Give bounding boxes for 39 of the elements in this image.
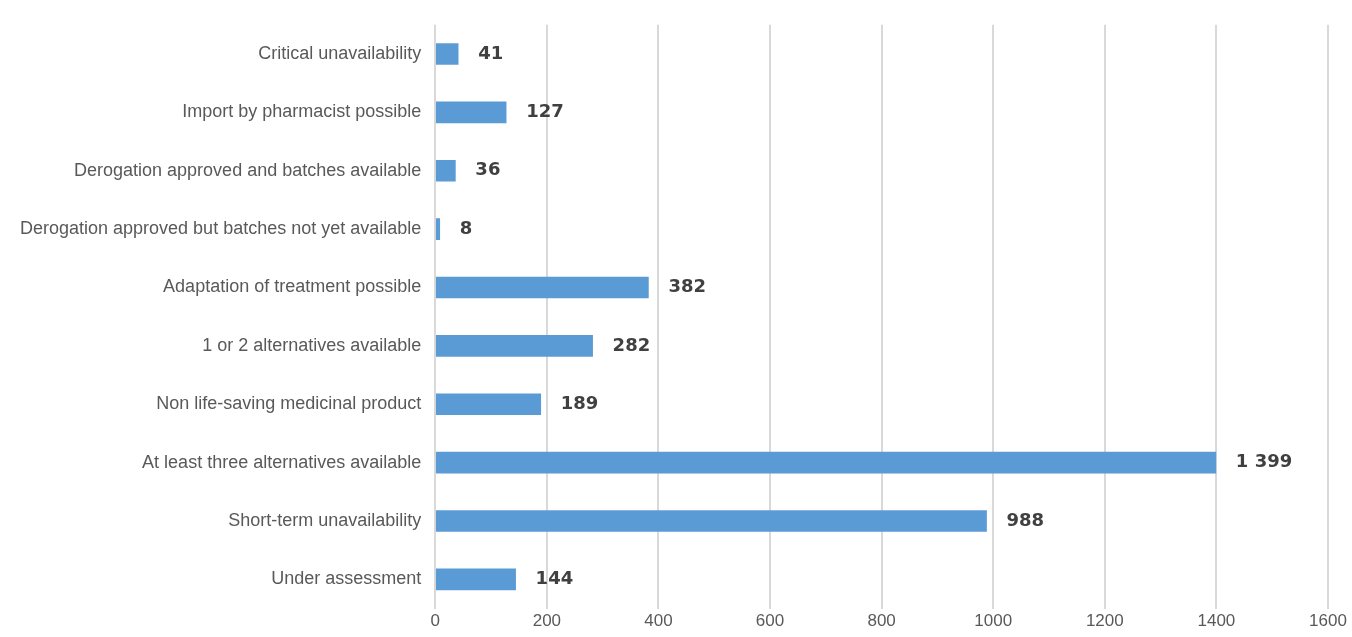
y-tick-label: Adaptation of treatment possible [163, 276, 422, 297]
bar [435, 43, 459, 65]
bar [435, 451, 1217, 474]
x-tick-label: 1000 [974, 611, 1013, 631]
y-tick-label: Short-term unavailability [228, 510, 422, 530]
y-tick-label: Import by pharmacist possible [182, 101, 422, 122]
bar [435, 159, 456, 182]
x-tick-label: 600 [755, 611, 785, 631]
y-tick-label: Derogation approved and batches available [74, 159, 422, 180]
bar [435, 510, 987, 532]
x-tick-label: 1200 [1085, 611, 1124, 631]
y-tick-label: Under assessment [271, 568, 422, 589]
y-tick-label: Critical unavailability [258, 42, 422, 63]
bar [435, 101, 507, 124]
x-tick-label: 1400 [1197, 611, 1236, 631]
bar [435, 218, 441, 240]
data-label: 36 [475, 158, 501, 180]
data-label: 144 [535, 567, 574, 589]
data-label: 282 [612, 333, 651, 355]
x-tick-label: 200 [532, 611, 562, 631]
data-label: 988 [1006, 508, 1045, 530]
data-label: 189 [560, 391, 599, 413]
x-tick-label: 800 [867, 611, 896, 631]
x-tick-label: 0 [430, 611, 441, 631]
bar [435, 568, 516, 591]
x-tick-label: 400 [644, 611, 673, 631]
data-label: 382 [668, 275, 706, 297]
y-tick-label: Non life-saving medicinal product [156, 393, 422, 414]
data-label: 8 [459, 216, 473, 238]
y-tick-label: At least three alternatives available [142, 451, 422, 472]
y-tick-label: 1 or 2 alternatives available [202, 334, 422, 355]
bar [435, 335, 593, 357]
data-label: 41 [478, 41, 504, 63]
x-tick-label: 1600 [1309, 611, 1347, 631]
bar [435, 393, 542, 416]
bar [435, 276, 649, 299]
y-tick-label: Derogation approved but batches not yet available [19, 218, 422, 239]
data-label: 127 [526, 100, 564, 122]
data-label: 1 399 [1235, 450, 1293, 472]
